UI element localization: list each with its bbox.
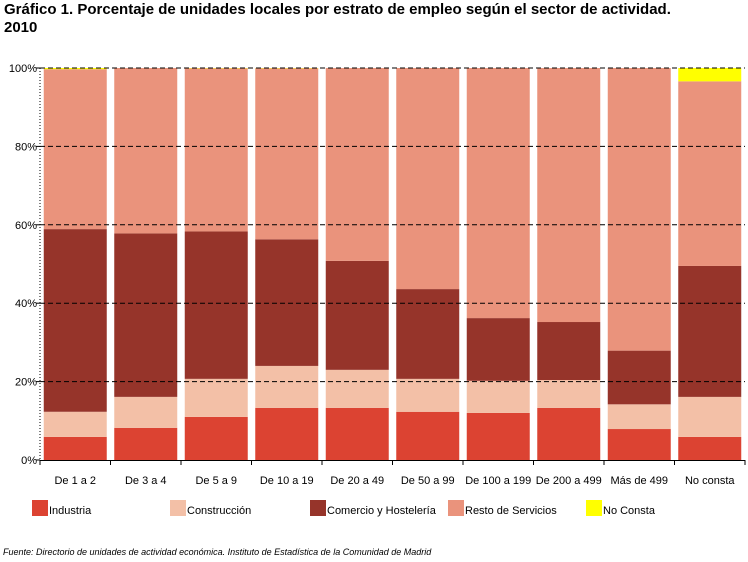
bar-segment-1-5: [43, 68, 107, 70]
x-tick-label-6: De 50 a 99: [401, 475, 455, 487]
bar-segment-7-3: [466, 318, 530, 381]
legend-swatch-4: [448, 500, 464, 516]
bar-segment-6-3: [396, 289, 460, 379]
bar-segment-9-4: [607, 68, 671, 351]
y-tick-label-4: 60%: [15, 220, 37, 232]
legend-swatch-2: [170, 500, 186, 516]
x-tick-label-1: De 1 a 2: [54, 475, 96, 487]
bar-segment-5-3: [325, 260, 389, 370]
y-tick-label-3: 40%: [15, 298, 37, 310]
y-tick-label-5: 80%: [15, 141, 37, 153]
x-tick-label-7: De 100 a 199: [465, 475, 531, 487]
x-tick-label-2: De 3 a 4: [125, 475, 167, 487]
bar-segment-9-3: [607, 350, 671, 405]
bar-segment-7-4: [466, 68, 530, 319]
chart-title-line2: 2010: [4, 19, 38, 36]
bar-segment-8-3: [537, 322, 601, 381]
bar-segment-10-5: [678, 68, 742, 82]
bar-segment-3-2: [184, 378, 248, 417]
bar-segment-1-2: [43, 411, 107, 437]
bar-segment-1-4: [43, 69, 107, 230]
legend-swatch-3: [310, 500, 326, 516]
x-tick-label-10: No consta: [685, 475, 735, 487]
y-tick-label-6: 100%: [9, 63, 37, 75]
bar-segment-4-3: [255, 239, 319, 366]
bar-segment-4-2: [255, 365, 319, 408]
bar-segment-3-4: [184, 68, 248, 232]
bar-segment-7-2: [466, 380, 530, 413]
bar-segment-6-2: [396, 378, 460, 412]
bar-segment-2-1: [114, 427, 178, 460]
bar-segment-5-4: [325, 68, 389, 261]
legend-label-3: Comercio y Hostelería: [327, 505, 436, 517]
bar-segment-10-3: [678, 265, 742, 397]
bar-segment-8-4: [537, 68, 601, 323]
bar-segment-6-4: [396, 68, 460, 290]
bar-segment-10-4: [678, 81, 742, 266]
bar-segment-8-2: [537, 380, 601, 408]
x-tick-label-3: De 5 a 9: [195, 475, 237, 487]
x-tick-label-9: Más de 499: [611, 475, 668, 487]
legend-label-2: Construcción: [187, 505, 252, 517]
bar-segment-2-2: [114, 396, 178, 428]
bar-segment-1-3: [43, 229, 107, 412]
legend-label-5: No Consta: [603, 505, 655, 517]
chart-title: Gráfico 1. Porcentaje de unidades locale…: [4, 1, 744, 37]
legend-swatch-5: [586, 500, 602, 516]
legend-label-4: Resto de Servicios: [465, 505, 557, 517]
bar-segment-3-3: [184, 231, 248, 379]
bar-segment-1-1: [43, 436, 107, 460]
y-tick-label-1: 0%: [21, 455, 37, 467]
bar-segment-4-4: [255, 68, 319, 240]
bar-segment-10-1: [678, 436, 742, 460]
legend-swatch-1: [32, 500, 48, 516]
bar-segment-8-1: [537, 407, 601, 460]
x-tick-label-4: De 10 a 19: [260, 475, 314, 487]
y-tick-label-2: 20%: [15, 377, 37, 389]
bar-segment-10-2: [678, 396, 742, 437]
bar-segment-6-1: [396, 411, 460, 460]
bar-segment-9-1: [607, 429, 671, 460]
chart-title-line1: Gráfico 1. Porcentaje de unidades locale…: [4, 1, 671, 18]
bar-segment-4-1: [255, 407, 319, 460]
x-tick-label-8: De 200 a 499: [536, 475, 602, 487]
legend-label-1: Industria: [49, 505, 92, 517]
bar-segment-5-1: [325, 407, 389, 460]
bar-segment-3-1: [184, 416, 248, 460]
bar-segment-7-1: [466, 412, 530, 460]
bar-segment-2-4: [114, 68, 178, 234]
x-tick-label-5: De 20 a 49: [330, 475, 384, 487]
bar-segment-5-2: [325, 369, 389, 408]
bar-segment-9-2: [607, 404, 671, 430]
source-note: Fuente: Directorio de unidades de activi…: [3, 547, 432, 557]
bar-segment-2-3: [114, 233, 178, 397]
